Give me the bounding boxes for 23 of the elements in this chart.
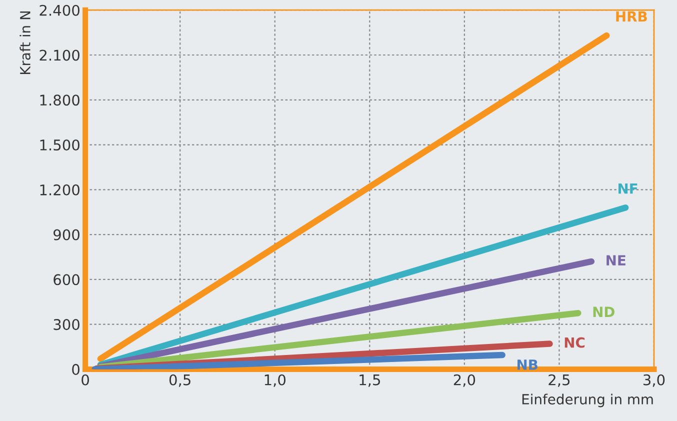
- series-label: NC: [564, 337, 585, 348]
- x-tick-label: 1,5: [360, 374, 380, 387]
- x-tick-label: 0: [82, 374, 89, 386]
- x-tick-label: 2,0: [454, 374, 476, 387]
- x-tick-label: 3,0: [644, 374, 665, 387]
- x-tick-label: 2,5: [548, 374, 570, 387]
- y-tick-label: 0: [72, 364, 80, 375]
- series-label: HRB: [616, 11, 647, 22]
- y-tick-label: 2.400: [40, 4, 80, 16]
- y-tick-label: 1.800: [40, 94, 80, 106]
- series-label: NE: [606, 255, 626, 266]
- series-label: NF: [618, 183, 638, 194]
- y-tick-label: 900: [54, 229, 80, 240]
- y-tick-label: 2.100: [40, 50, 80, 61]
- y-tick-label: 1.500: [40, 139, 80, 151]
- series-label: ND: [593, 306, 614, 317]
- y-axis-title: Kraft in N: [20, 11, 30, 74]
- y-tick-label: 300: [54, 319, 80, 330]
- x-axis-title: Einfederung in mm: [522, 394, 653, 408]
- x-tick-label: 1,0: [264, 374, 286, 387]
- y-tick-label: 600: [54, 274, 80, 286]
- y-tick-label: 1.200: [40, 184, 80, 196]
- x-tick-label: 0,5: [169, 374, 190, 387]
